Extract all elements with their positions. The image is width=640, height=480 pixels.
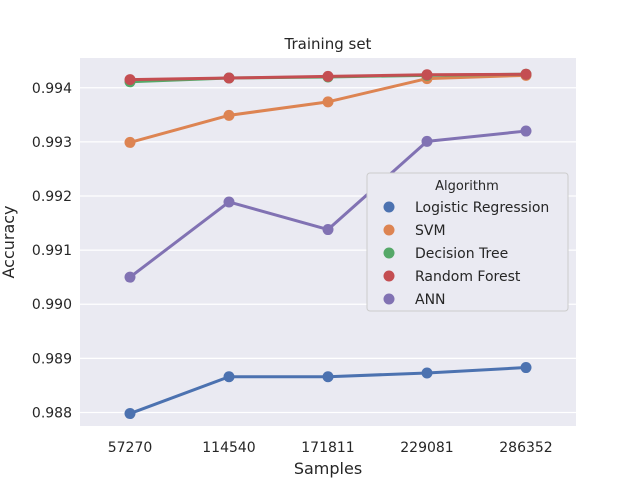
legend-marker	[383, 201, 395, 213]
data-point	[124, 136, 136, 148]
y-tick-label: 0.990	[32, 297, 72, 313]
data-point	[124, 74, 136, 86]
data-point	[421, 135, 433, 147]
series-ann	[124, 125, 532, 283]
data-point	[223, 109, 235, 121]
chart-title: Training set	[284, 35, 372, 53]
y-tick-label: 0.989	[32, 351, 72, 367]
series-random-forest	[124, 68, 532, 86]
legend-title: Algorithm	[435, 179, 499, 194]
legend: Algorithm Logistic Regression SVM Decision…	[366, 172, 569, 312]
legend-label: ANN	[415, 292, 446, 308]
data-point	[124, 271, 136, 283]
y-tick-label: 0.994	[32, 81, 72, 97]
x-tick-label: 57270	[108, 440, 153, 456]
y-tick-label: 0.991	[32, 243, 72, 259]
x-tick-labels: 57270 114540 171811 229081 286352	[108, 440, 553, 456]
x-tick-label: 171811	[301, 440, 354, 456]
data-point	[322, 224, 334, 236]
y-tick-label: 0.993	[32, 135, 72, 151]
x-tick-label: 229081	[400, 440, 453, 456]
y-axis-label: Accuracy	[0, 205, 18, 278]
legend-label: Logistic Regression	[415, 200, 549, 216]
legend-label: SVM	[415, 223, 446, 239]
x-tick-label: 286352	[499, 440, 552, 456]
legend-frame	[366, 172, 569, 312]
data-point	[421, 367, 433, 379]
data-point	[421, 69, 433, 81]
data-point	[124, 408, 136, 420]
x-axis-label: Samples	[294, 459, 362, 478]
y-tick-label: 0.992	[32, 189, 72, 205]
grid	[80, 87, 576, 414]
data-point	[322, 96, 334, 108]
legend-label: Decision Tree	[415, 246, 508, 262]
x-tick-label: 114540	[202, 440, 255, 456]
data-point	[322, 371, 334, 383]
data-point	[520, 68, 532, 80]
legend-marker	[383, 293, 395, 305]
data-point	[223, 72, 235, 84]
legend-marker	[383, 224, 395, 236]
data-point	[520, 125, 532, 137]
legend-marker	[383, 247, 395, 259]
y-tick-label: 0.988	[32, 405, 72, 421]
y-tick-labels: 0.988 0.989 0.990 0.991 0.992 0.993 0.994	[32, 81, 72, 422]
series-layer	[124, 68, 532, 420]
legend-items: Logistic Regression SVM Decision Tree Rando…	[383, 200, 549, 308]
legend-label: Random Forest	[415, 269, 521, 285]
data-point	[520, 362, 532, 374]
series-logistic-regression	[124, 362, 532, 420]
data-point	[322, 70, 334, 82]
legend-marker	[383, 270, 395, 282]
data-point	[223, 371, 235, 383]
data-point	[223, 196, 235, 208]
